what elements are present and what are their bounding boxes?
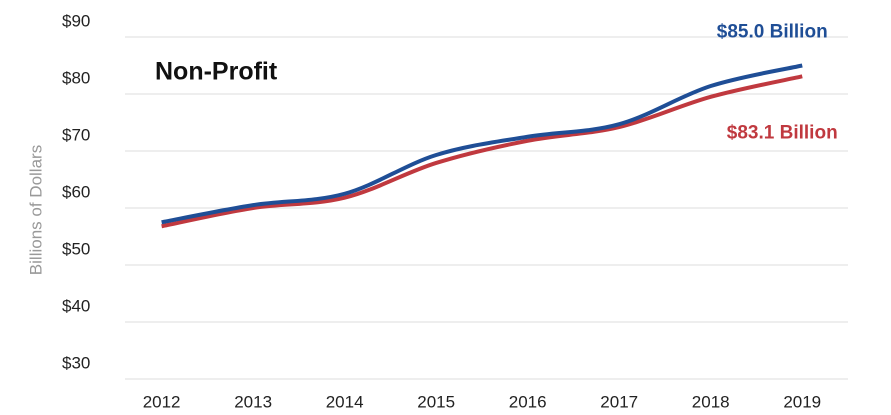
y-tick-label: $70: [62, 125, 90, 144]
x-tick-label: 2017: [600, 392, 638, 411]
y-tick-label: $60: [62, 182, 90, 201]
y-tick-label: $50: [62, 239, 90, 258]
y-tick-label: $80: [62, 68, 90, 87]
x-tick-label: 2015: [417, 392, 455, 411]
x-tick-label: 2016: [509, 392, 547, 411]
series-line: [161, 74, 803, 229]
chart-title: Non-Profit: [155, 58, 278, 86]
x-tick-label: 2013: [234, 392, 272, 411]
x-tick-label: 2019: [783, 392, 821, 411]
series-line: [161, 63, 803, 225]
y-tick-label: $40: [62, 296, 90, 315]
x-tick-label: 2012: [143, 392, 181, 411]
y-tick-label: $30: [62, 353, 90, 372]
y-axis-label: Billions of Dollars: [26, 145, 45, 275]
x-tick-label: 2014: [326, 392, 364, 411]
y-tick-label: $90: [62, 11, 90, 30]
value-label: $83.1 Billion: [727, 122, 838, 143]
value-label: $85.0 Billion: [717, 22, 828, 43]
x-tick-label: 2018: [692, 392, 730, 411]
